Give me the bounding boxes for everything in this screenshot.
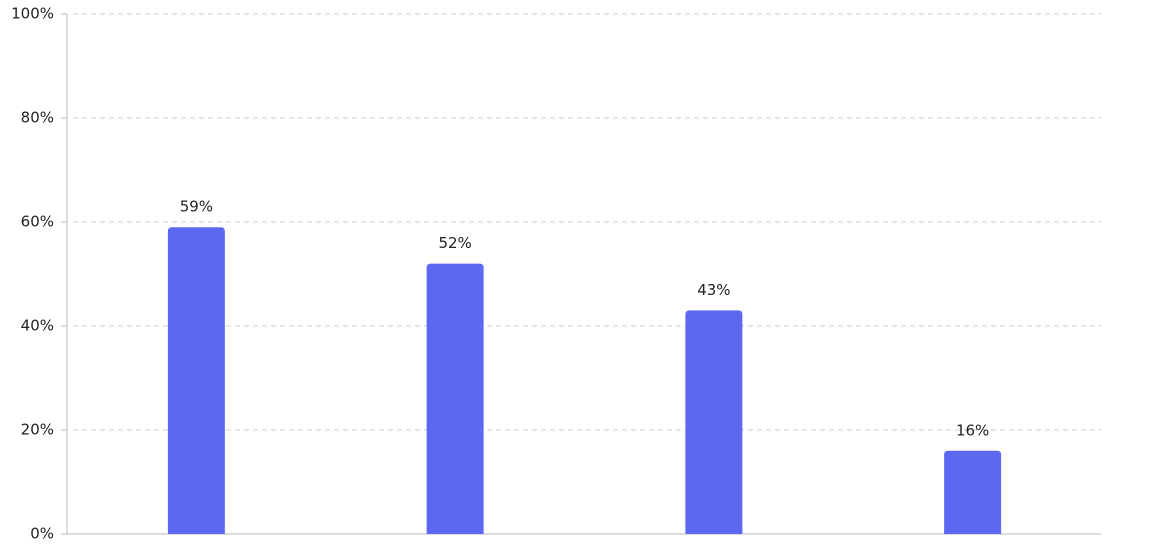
y-tick-label: 60%	[21, 213, 54, 231]
value-label: 16%	[956, 421, 989, 439]
y-tick-label: 80%	[21, 109, 54, 127]
bar	[426, 263, 484, 534]
bar	[944, 450, 1002, 534]
bar	[685, 310, 743, 534]
value-label: 59%	[180, 198, 213, 216]
value-label: 52%	[438, 234, 471, 252]
bar	[167, 227, 225, 534]
y-tick-label: 40%	[21, 317, 54, 335]
y-tick-label: 0%	[30, 525, 54, 543]
y-tick-label: 20%	[21, 421, 54, 439]
y-tick-label: 100%	[11, 5, 54, 23]
value-label: 43%	[697, 281, 730, 299]
